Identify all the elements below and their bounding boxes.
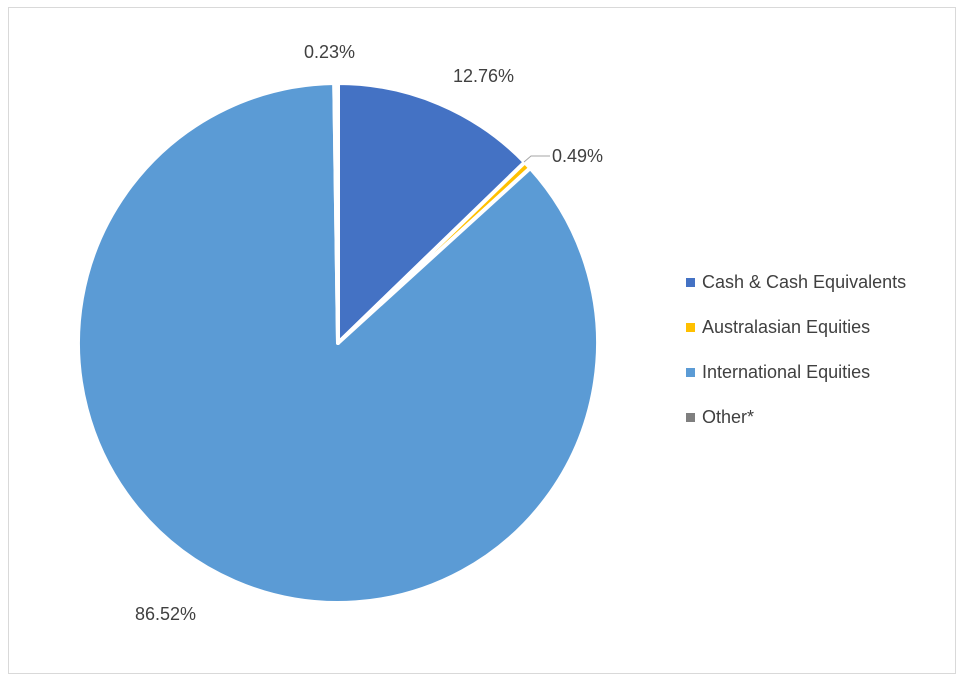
legend-label-australasian-equities: Australasian Equities [702,317,871,337]
data-label-cash: 12.76% [453,66,514,86]
legend-item-cash: Cash & Cash Equivalents [686,260,951,305]
data-label-australasian-equities: 0.49% [552,146,603,166]
legend-label-other: Other* [702,407,755,427]
leader-line-australasian-equities [523,155,550,163]
data-label-international-equities: 86.52% [135,604,196,624]
legend-swatch-australasian-equities [686,323,695,332]
legend-item-other: Other* [686,395,951,440]
pie-slice-other [332,80,340,345]
pie-slice-cash [336,81,527,345]
data-label-other: 0.23% [304,42,355,62]
legend-swatch-other [686,413,695,422]
legend-label-international-equities: International Equities [702,362,871,382]
legend-label-cash: Cash & Cash Equivalents [702,272,907,292]
chart-legend: Cash & Cash Equivalents Australasian Equ… [686,260,951,440]
legend-item-australasian-equities: Australasian Equities [686,305,951,350]
pie-slices [76,80,600,605]
legend-swatch-international-equities [686,368,695,377]
legend-swatch-cash [686,278,695,287]
legend-item-international-equities: International Equities [686,350,951,395]
